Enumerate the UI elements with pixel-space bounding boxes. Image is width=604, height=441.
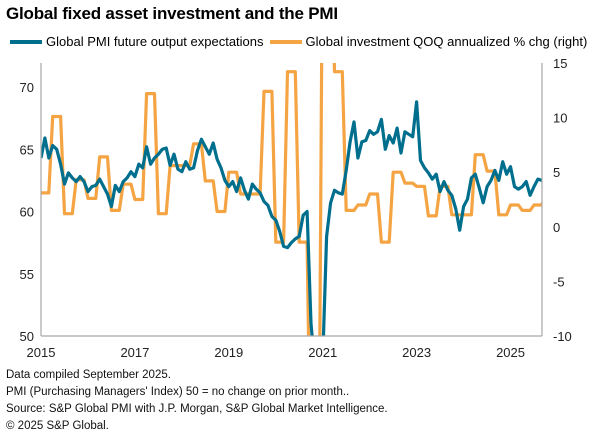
right-y-tick-label: 0 (553, 220, 560, 235)
x-tick-label: 2021 (308, 345, 337, 360)
legend: Global PMI future output expectations Gl… (10, 34, 593, 49)
x-tick-label: 2025 (496, 345, 525, 360)
right-y-tick-label: 15 (553, 56, 567, 71)
left-y-tick-label: 50 (20, 329, 34, 344)
x-tick-label: 2017 (120, 345, 149, 360)
footer-line-compiled: Data compiled September 2025. (6, 369, 171, 381)
legend-item-pmi: Global PMI future output expectations (10, 34, 264, 49)
right-y-tick-label: 10 (553, 111, 567, 126)
legend-swatch-investment (269, 39, 302, 44)
right-y-tick-label: 5 (553, 165, 560, 180)
footer-line-source: Source: S&P Global PMI with J.P. Morgan,… (6, 403, 388, 415)
x-tick-label: 2015 (27, 345, 56, 360)
series-layer (41, 63, 542, 336)
legend-item-investment: Global investment QOQ annualized % chg (… (269, 34, 588, 49)
x-tick-label: 2019 (214, 345, 243, 360)
series-line-pmi (41, 100, 542, 336)
footer-line-copyright: © 2025 S&P Global. (6, 420, 109, 432)
series-line-investment (41, 63, 542, 336)
left-y-tick-label: 65 (20, 142, 34, 157)
legend-label-pmi: Global PMI future output expectations (46, 34, 264, 49)
legend-swatch-pmi (10, 39, 42, 44)
x-tick-label: 2023 (402, 345, 431, 360)
ticks-layer: 50 55 60 65 70 -10 -5 0 5 10 15 2015 2017 2019 2021 202… (20, 56, 572, 360)
left-y-tick-label: 60 (20, 205, 34, 220)
legend-label-investment: Global investment QOQ annualized % chg (… (305, 34, 588, 49)
left-y-tick-label: 55 (20, 267, 34, 282)
right-y-tick-label: -10 (553, 329, 572, 344)
left-y-tick-label: 70 (20, 80, 34, 95)
footer-line-pmi-note: PMI (Purchasing Managers' Index) 50 = no… (6, 386, 350, 398)
chart-title: Global fixed asset investment and the PM… (6, 4, 338, 23)
footer: Data compiled September 2025. PMI (Purch… (6, 367, 388, 435)
right-y-tick-label: -5 (553, 274, 565, 289)
